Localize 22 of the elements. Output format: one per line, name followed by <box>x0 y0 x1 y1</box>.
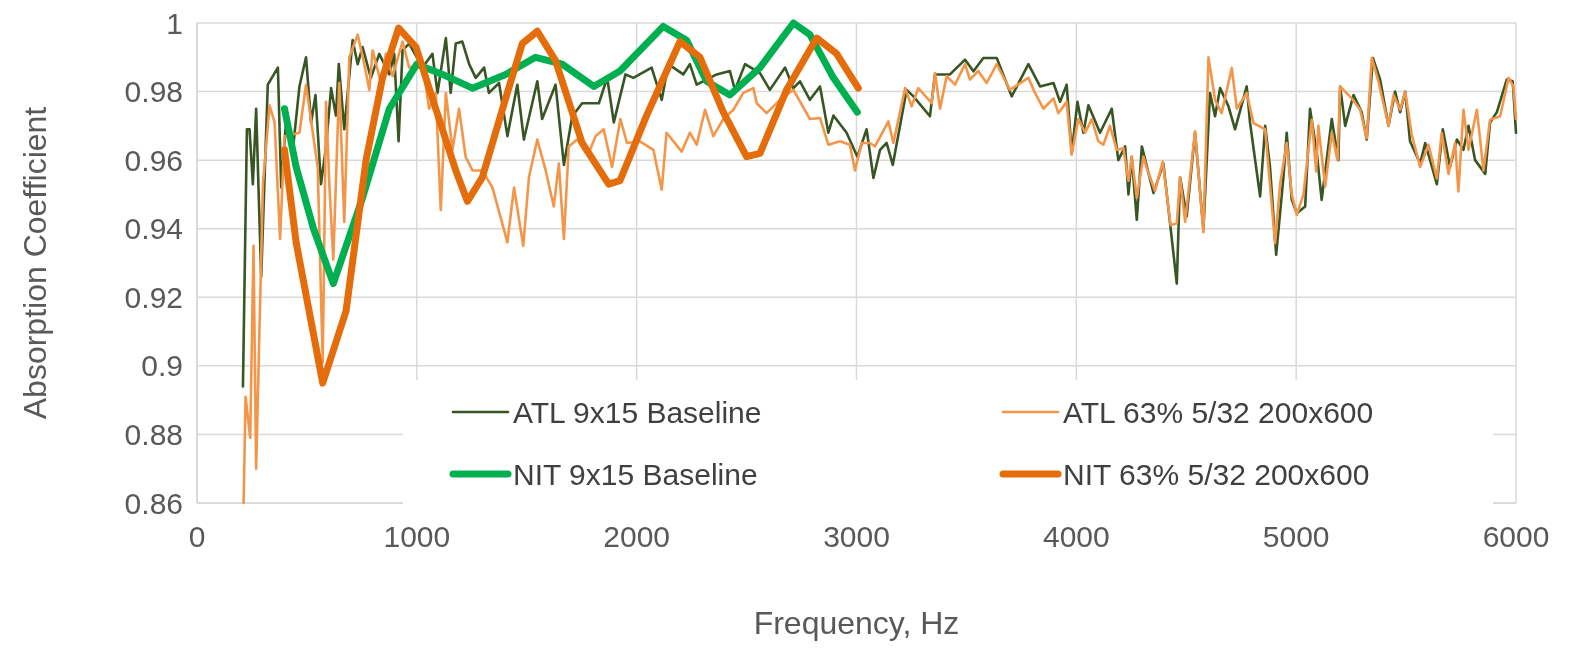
legend-label: ATL 9x15 Baseline <box>513 395 762 429</box>
y-tick-label: 0.86 <box>124 486 183 520</box>
y-tick-label: 0.96 <box>124 143 183 177</box>
x-axis-title: Frequency, Hz <box>753 605 960 641</box>
y-tick-label: 0.98 <box>124 75 183 109</box>
x-tick-label: 5000 <box>1262 520 1330 553</box>
x-tick-label: 6000 <box>1482 520 1550 553</box>
x-tick-label: 2000 <box>603 520 671 553</box>
y-tick-label: 0.9 <box>141 349 183 383</box>
y-axis-title: Absorption Coefficient <box>17 106 53 420</box>
legend-label: NIT 63% 5/32 200x600 <box>1063 457 1370 491</box>
x-tick-label: 1000 <box>383 520 451 553</box>
y-tick-label: 0.92 <box>124 280 183 314</box>
x-tick-label: 4000 <box>1042 520 1110 553</box>
x-tick-label: 0 <box>188 520 206 553</box>
x-tick-label: 3000 <box>823 520 890 553</box>
legend-label: ATL 63% 5/32 200x600 <box>1063 395 1374 429</box>
y-tick-label: 0.88 <box>124 417 183 451</box>
line-series <box>242 33 1518 505</box>
y-tick-label: 0.94 <box>124 212 183 246</box>
legend-label: NIT 9x15 Baseline <box>513 457 758 491</box>
y-tick-label: 1 <box>166 6 183 40</box>
